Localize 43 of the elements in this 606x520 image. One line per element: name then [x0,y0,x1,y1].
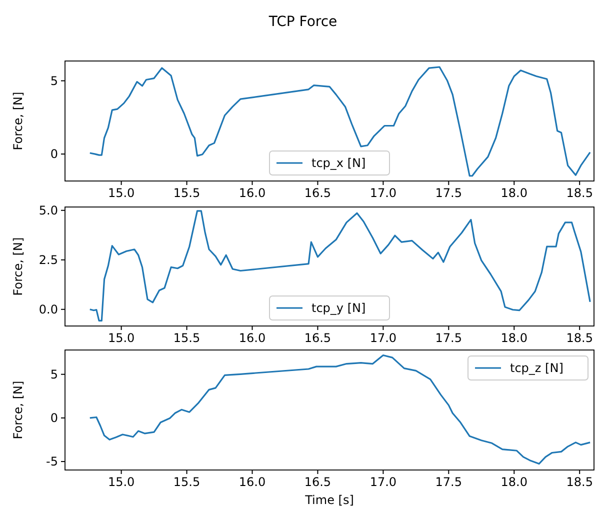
x-tick-label: 17.0 [370,186,397,200]
y-tick-label: 0 [50,410,58,425]
x-tick-label: 16.0 [238,186,266,200]
x-tick-label: 15.0 [108,331,135,345]
x-tick-label: 17.5 [435,331,462,345]
x-tick-label: 15.5 [173,331,200,345]
legend-label: tcp_y [N] [312,301,366,315]
y-tick-label: 5 [50,367,58,382]
x-tick-label: 15.0 [108,475,135,489]
x-tick-label: 18.5 [566,186,593,200]
x-tick-label: 18.5 [566,331,593,345]
y-tick-label: -5 [46,454,58,469]
y-axis-title: Force, [N] [11,380,25,440]
y-tick-label: 2.5 [38,252,58,267]
legend-label: tcp_z [N] [510,361,564,375]
x-tick-label: 16.5 [304,475,332,489]
legend-label: tcp_x [N] [312,156,366,170]
x-tick-label: 16.0 [238,475,266,489]
y-tick-label: 5.0 [38,203,58,218]
chart-title: TCP Force [268,14,338,30]
x-tick-label: 17.5 [435,475,462,489]
y-tick-label: 0 [50,147,58,162]
y-axis-title: Force, [N] [11,237,25,296]
y-tick-label: 0.0 [38,302,58,316]
line-series [89,354,591,465]
x-tick-label: 17.0 [370,475,397,489]
x-tick-label: 18.5 [566,475,593,489]
line-series [89,210,591,322]
x-tick-label: 15.5 [173,186,200,200]
x-tick-label: 17.0 [370,331,397,345]
line-series [89,66,591,177]
x-tick-label: 18.0 [500,331,528,345]
x-tick-label: 16.5 [304,186,332,200]
x-tick-label: 18.0 [500,186,528,200]
x-tick-label: 18.0 [500,475,528,489]
x-tick-label: 15.5 [173,475,200,489]
x-tick-label: 17.5 [435,186,462,200]
x-tick-label: 15.0 [108,186,135,200]
x-axis-title: Time [s] [304,493,354,507]
x-tick-label: 16.0 [238,331,266,345]
y-axis-title: Force, [N] [11,92,25,150]
y-tick-label: 5 [50,74,58,88]
x-tick-label: 16.5 [304,331,332,345]
